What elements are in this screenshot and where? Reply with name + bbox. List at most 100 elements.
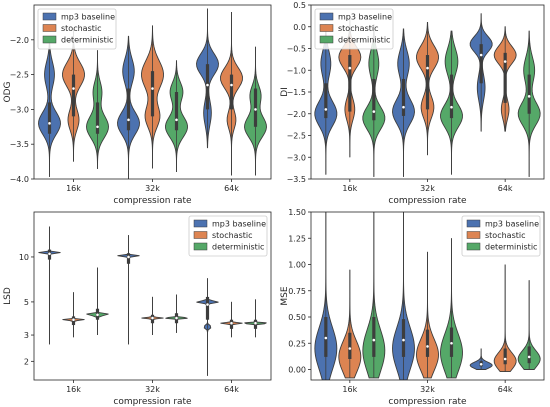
- x-tick-label: 64k: [498, 184, 513, 193]
- legend-box: [37, 8, 117, 50]
- y-tick-label: 1.50: [288, 208, 306, 217]
- legend-label: mp3 baseline: [212, 220, 266, 229]
- y-tick-label: −3.0: [287, 153, 306, 162]
- legend-label: mp3 baseline: [338, 13, 392, 22]
- violin-median-dot: [230, 83, 233, 87]
- x-tick-label: 32k: [145, 184, 160, 193]
- violin-median-dot: [175, 316, 178, 320]
- violin-median-dot: [503, 60, 507, 63]
- violin-median-dot: [402, 338, 405, 342]
- y-tick-label: −3.5: [287, 175, 306, 184]
- legend-label: stochastic: [485, 231, 526, 240]
- violin-stochastic-64k: [220, 301, 243, 338]
- x-axis-label: compression rate: [113, 397, 192, 407]
- violin-median-dot: [127, 118, 130, 122]
- violin-iqr-box: [174, 92, 179, 131]
- violin-median-dot: [372, 338, 376, 342]
- y-axis-label: ODG: [3, 81, 13, 102]
- legend-swatch: [319, 12, 334, 21]
- legend-swatch: [319, 24, 334, 32]
- violin-median-dot: [479, 362, 483, 366]
- legend-swatch: [466, 242, 481, 251]
- violin-median-dot: [503, 357, 507, 361]
- y-tick-label: −4.0: [10, 175, 29, 184]
- violin-median-dot: [230, 321, 233, 325]
- x-tick-label: 32k: [145, 385, 160, 394]
- y-tick-label: 0.5: [293, 1, 306, 10]
- violin-median-dot: [372, 110, 376, 113]
- violin-iqr-box: [205, 296, 210, 320]
- violin-median-dot: [48, 252, 51, 256]
- legend-swatch: [193, 231, 208, 239]
- x-tick-label: 32k: [420, 385, 435, 394]
- y-tick-label: 2: [24, 357, 29, 366]
- violin-median-dot: [450, 105, 453, 109]
- violin-median-dot: [348, 347, 352, 350]
- violin-iqr-box: [372, 317, 376, 357]
- violin-median-dot: [127, 255, 130, 259]
- x-tick-label: 16k: [66, 184, 81, 193]
- violin-iqr-box: [150, 71, 155, 117]
- chart-panel-odg: −4.0 −3.5 −3.0 −2.5 −2.0 16k 32k 64k compression…: [3, 4, 272, 206]
- legend: mp3 baseline stochastic deterministic: [37, 8, 117, 50]
- legend-swatch: [193, 242, 208, 251]
- violins: [38, 226, 267, 376]
- violin-median-dot: [96, 125, 99, 129]
- violin-iqr-box: [47, 102, 52, 134]
- y-tick-label: −1.0: [287, 66, 306, 75]
- y-tick-label: 0.0: [293, 23, 306, 32]
- legend-swatch: [42, 35, 57, 44]
- legend-box: [314, 8, 394, 50]
- x-axis-label: compression rate: [388, 397, 467, 407]
- violin-iqr-box: [348, 55, 352, 112]
- violin-iqr-box: [503, 348, 507, 365]
- violin-iqr-box: [527, 346, 531, 364]
- y-tick-label: −3.5: [10, 140, 29, 149]
- violin-median-dot: [206, 303, 209, 306]
- violin-iqr-box: [253, 88, 258, 127]
- chart-panel-mse: 0.00 0.25 0.50 0.75 1.00 1.25 1.50 16k 32k 64k com…: [280, 208, 545, 407]
- violin-median-dot: [254, 321, 257, 325]
- violin-iqr-box: [205, 64, 210, 110]
- violin-median-dot: [324, 336, 328, 340]
- legend: mp3 baseline stochastic deterministic: [188, 215, 268, 257]
- x-tick-label: 64k: [224, 184, 239, 193]
- violin-median-dot: [402, 105, 405, 109]
- violins: [38, 8, 267, 179]
- x-tick-label: 64k: [224, 385, 239, 394]
- violin-median-dot: [324, 108, 328, 111]
- y-tick-label: −1.5: [287, 88, 306, 97]
- y-tick-label: 10: [19, 253, 29, 262]
- violin-iqr-box: [401, 78, 406, 116]
- y-axis-label: LSD: [3, 287, 13, 305]
- legend-label: mp3 baseline: [61, 13, 115, 22]
- violin-median-dot: [479, 53, 483, 57]
- violin-median-dot: [151, 316, 154, 320]
- legend-label: mp3 baseline: [485, 220, 539, 229]
- legend-swatch: [42, 12, 57, 21]
- y-tick-label: −2.5: [10, 71, 29, 80]
- y-tick-label: −3.0: [10, 105, 29, 114]
- y-tick-label: 5: [24, 298, 29, 307]
- legend-label: deterministic: [212, 243, 264, 252]
- y-tick-label: 1.25: [288, 234, 306, 243]
- violin-median-dot: [450, 341, 453, 345]
- legend-label: deterministic: [338, 36, 390, 45]
- violin-median-dot: [151, 87, 154, 90]
- x-axis-label: compression rate: [388, 196, 467, 206]
- x-tick-label: 64k: [498, 385, 513, 394]
- violin-iqr-box: [425, 55, 430, 110]
- x-tick-label: 16k: [66, 385, 81, 394]
- legend-label: stochastic: [61, 24, 102, 33]
- y-tick-label: −2.5: [287, 132, 306, 141]
- violin-iqr-box: [126, 253, 131, 264]
- legend-label: stochastic: [338, 24, 379, 33]
- violin-stochastic-16k: [62, 292, 85, 338]
- violins: [314, 13, 541, 177]
- violin-median-dot: [48, 122, 51, 125]
- chart-panel-di: −3.5 −3.0 −2.5 −2.0 −1.5 −1.0 −0.5 0.0 0.5 16k 32k…: [280, 1, 545, 206]
- violin-median-dot: [527, 95, 531, 98]
- legend-swatch: [319, 35, 334, 44]
- y-axis-label: MSE: [280, 286, 290, 305]
